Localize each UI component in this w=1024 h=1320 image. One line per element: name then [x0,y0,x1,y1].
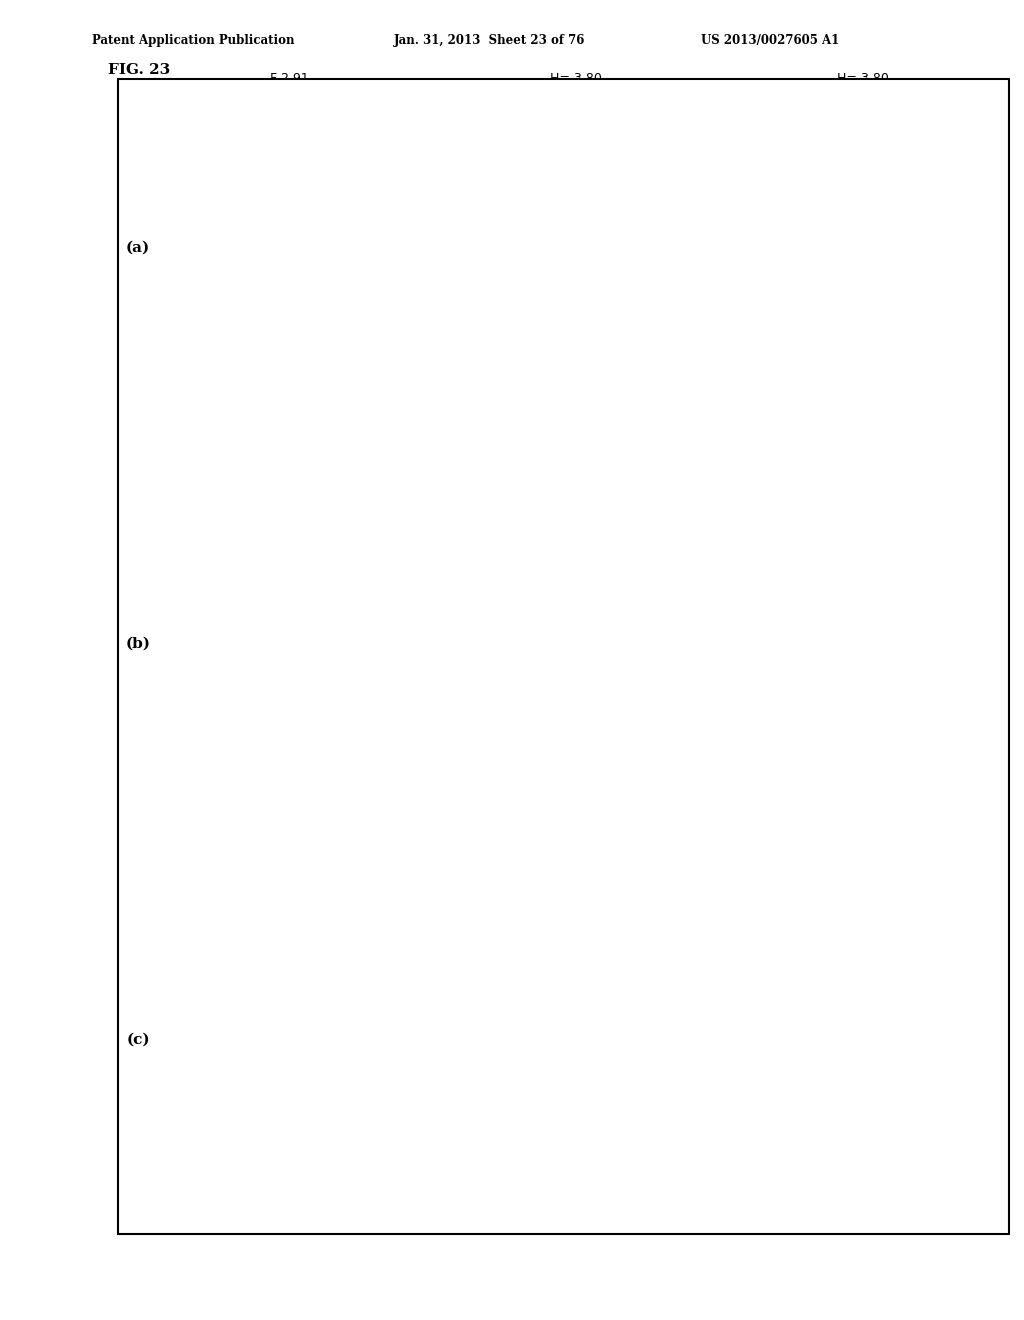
Text: d-line: d-line [323,1163,354,1172]
X-axis label: SA(mm): SA(mm) [265,1221,313,1234]
Text: FIG. 23: FIG. 23 [108,63,170,78]
Title: F 2.91: F 2.91 [270,71,308,84]
X-axis label: SA(mm): SA(mm) [265,825,313,838]
X-axis label: DIS(%): DIS(%) [843,1221,883,1234]
Title: H= 3.80: H= 3.80 [837,467,889,480]
Title: H= 3.80: H= 3.80 [550,863,602,876]
Text: s: s [650,1173,656,1184]
Title: F 4.75: F 4.75 [269,467,309,480]
Text: (b): (b) [126,636,151,651]
Text: F-line: F-line [323,1187,354,1197]
Text: US 2013/0027605 A1: US 2013/0027605 A1 [701,34,840,48]
X-axis label: DIS(%): DIS(%) [843,429,883,442]
Text: (c): (c) [126,1032,151,1047]
Title: F 6.92: F 6.92 [270,863,308,876]
X-axis label: AST(mm): AST(mm) [549,1221,603,1234]
Text: C-line: C-line [323,1212,355,1221]
X-axis label: SA(mm): SA(mm) [265,429,313,442]
Title: H= 3.80: H= 3.80 [837,863,889,876]
Title: H= 3.80: H= 3.80 [550,71,602,84]
Text: (a): (a) [126,240,151,255]
Title: H= 3.80: H= 3.80 [550,467,602,480]
Title: H= 3.80: H= 3.80 [837,71,889,84]
Text: Patent Application Publication: Patent Application Publication [92,34,295,48]
Text: m: m [650,1205,660,1216]
X-axis label: AST(mm): AST(mm) [549,825,603,838]
X-axis label: DIS(%): DIS(%) [843,825,883,838]
Text: Jan. 31, 2013  Sheet 23 of 76: Jan. 31, 2013 Sheet 23 of 76 [394,34,586,48]
X-axis label: AST(mm): AST(mm) [549,429,603,442]
